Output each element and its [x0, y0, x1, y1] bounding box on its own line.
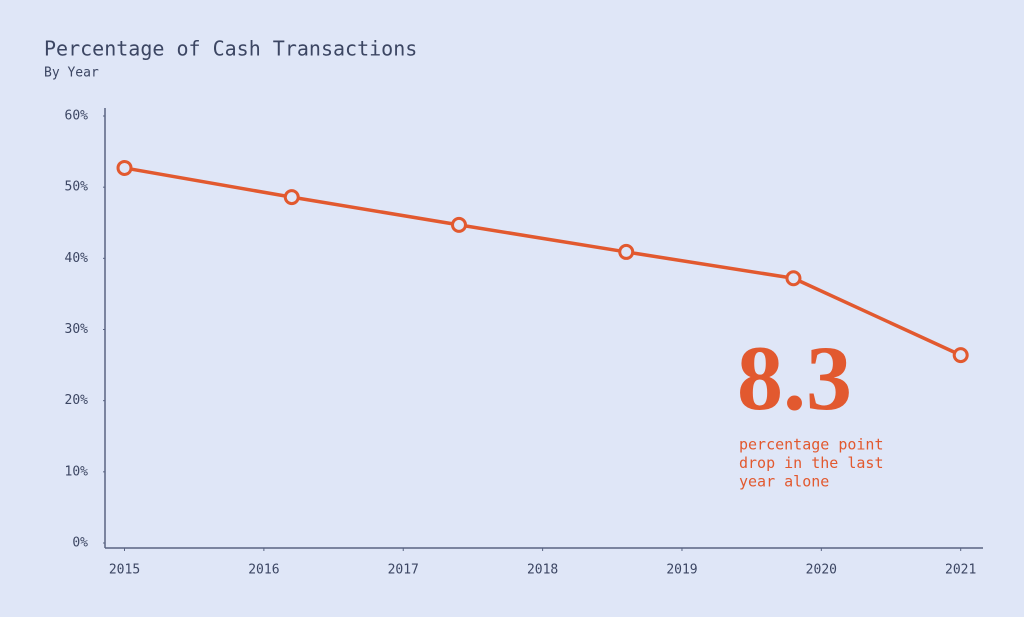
x-tick-label: 2016 — [248, 563, 279, 578]
y-tick-label: 40% — [65, 251, 89, 266]
data-point — [785, 270, 802, 287]
y-tick-label: 60% — [65, 109, 89, 124]
x-tick-label: 2017 — [388, 563, 419, 578]
data-point — [116, 159, 133, 176]
y-tick-label: 10% — [65, 464, 89, 479]
x-tick-label: 2020 — [806, 563, 837, 578]
chart-title: Percentage of Cash Transactions — [44, 37, 417, 61]
data-point — [283, 189, 300, 206]
annotation-text: percentage point — [739, 436, 884, 454]
y-tick-label: 20% — [65, 393, 89, 408]
data-point — [618, 243, 635, 260]
annotation-text: year alone — [739, 473, 829, 491]
x-tick-label: 2015 — [109, 563, 140, 578]
x-tick-label: 2018 — [527, 563, 558, 578]
y-tick-label: 30% — [65, 322, 89, 337]
y-tick-label: 0% — [72, 536, 88, 551]
x-tick-label: 2019 — [666, 563, 697, 578]
data-point — [450, 216, 467, 233]
data-point — [952, 347, 969, 364]
y-tick-label: 50% — [65, 180, 89, 195]
series-line — [124, 166, 962, 357]
x-tick-label: 2021 — [945, 563, 976, 578]
chart-subtitle: By Year — [44, 66, 99, 81]
annotation-headline: 8.3 — [737, 327, 852, 429]
annotation-text: drop in the last — [739, 454, 884, 472]
